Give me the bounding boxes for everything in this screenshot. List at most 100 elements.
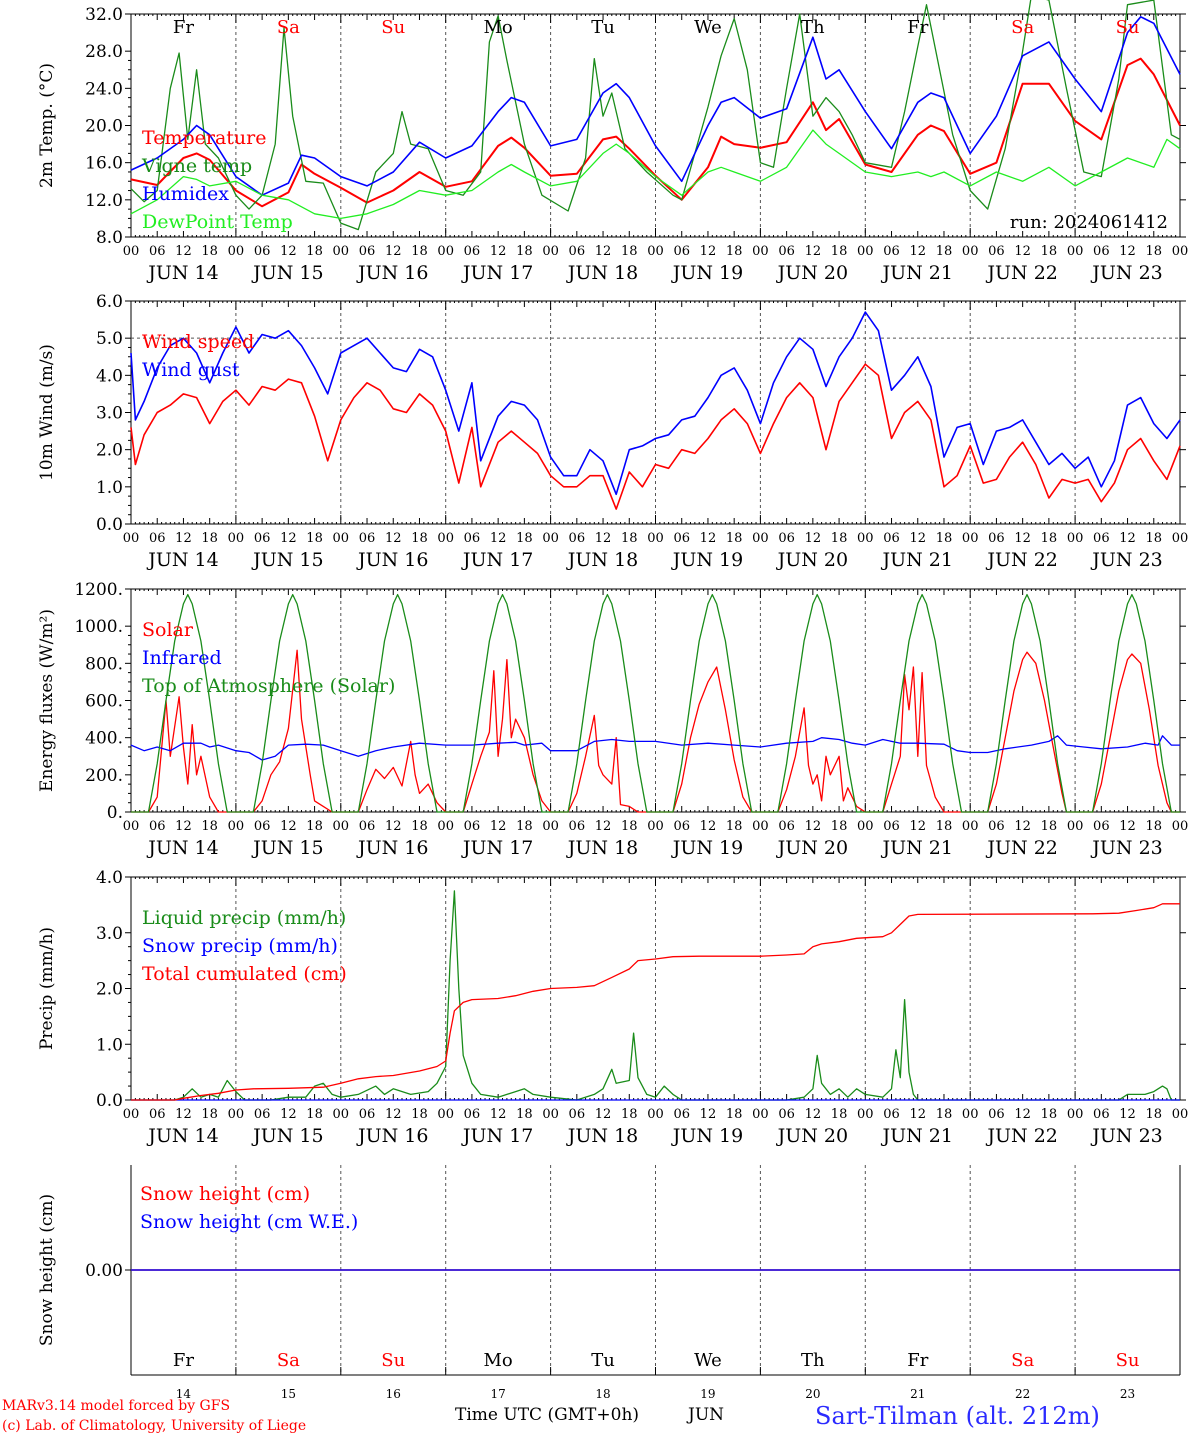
hour-tick-label: 12 xyxy=(280,531,297,546)
date-label: JUN 16 xyxy=(356,837,428,859)
legend-entry: Wind gust xyxy=(142,359,240,381)
date-label: JUN 15 xyxy=(251,837,323,859)
weekday-label: Sa xyxy=(1011,17,1034,38)
weekday-label: Fr xyxy=(907,1350,928,1371)
hour-tick-label: 18 xyxy=(726,1107,743,1122)
hour-tick-label: 12 xyxy=(700,1107,717,1122)
weekday-label: Su xyxy=(1116,17,1140,38)
date-label: JUN 16 xyxy=(356,1125,428,1147)
weekday-label: We xyxy=(694,1350,722,1371)
date-label: JUN 16 xyxy=(356,549,428,571)
hour-tick-label: 06 xyxy=(149,1107,166,1122)
hour-tick-label: 00 xyxy=(542,1107,559,1122)
hour-tick-label: 06 xyxy=(464,531,481,546)
copyright-credit: (c) Lab. of Climatology, University of L… xyxy=(2,1418,307,1434)
hour-tick-label: 06 xyxy=(149,244,166,259)
hour-tick-label: 00 xyxy=(752,531,769,546)
date-label: JUN 23 xyxy=(1090,837,1162,859)
hour-tick-label: 18 xyxy=(621,531,638,546)
hour-tick-label: 18 xyxy=(411,531,428,546)
hour-tick-label: 00 xyxy=(1172,819,1189,834)
day-number-label: 20 xyxy=(805,1387,820,1401)
legend-entry: Snow precip (mm/h) xyxy=(142,935,338,957)
y-tick-label: 2.0 xyxy=(96,980,123,1000)
hour-tick-label: 12 xyxy=(1119,531,1136,546)
hour-tick-label: 00 xyxy=(1172,1107,1189,1122)
hour-tick-label: 06 xyxy=(569,531,586,546)
hour-tick-label: 12 xyxy=(1119,244,1136,259)
y-tick-label: 3.0 xyxy=(96,404,123,424)
date-label: JUN 20 xyxy=(776,837,848,859)
series-line-liquid-precip-mm-h- xyxy=(131,890,1180,1101)
series-line-total-cumulated-cm- xyxy=(131,903,1180,1101)
hour-tick-label: 18 xyxy=(1041,244,1058,259)
hour-tick-label: 06 xyxy=(778,244,795,259)
series-line-temperature xyxy=(130,57,1181,208)
date-label: JUN 22 xyxy=(985,1125,1057,1147)
weekday-label: Su xyxy=(1116,1350,1140,1371)
legend-entry: Snow height (cm W.E.) xyxy=(140,1211,358,1233)
hour-tick-label: 00 xyxy=(123,244,140,259)
hour-tick-label: 06 xyxy=(359,1107,376,1122)
y-axis-title: 2m Temp. (°C) xyxy=(37,63,57,188)
weekday-label: Sa xyxy=(277,17,300,38)
hour-tick-label: 00 xyxy=(1172,244,1189,259)
y-tick-label: 4.0 xyxy=(96,366,123,386)
hour-tick-label: 06 xyxy=(883,819,900,834)
hour-tick-label: 18 xyxy=(1146,244,1163,259)
day-number-label: 15 xyxy=(281,1387,296,1401)
hour-tick-label: 06 xyxy=(569,819,586,834)
weekday-label: Fr xyxy=(173,17,194,38)
hour-tick-label: 00 xyxy=(123,1107,140,1122)
weekday-label: Tu xyxy=(591,1350,615,1371)
weekday-label: Su xyxy=(381,17,405,38)
hour-tick-label: 12 xyxy=(1014,1107,1031,1122)
hour-tick-label: 06 xyxy=(778,531,795,546)
hour-tick-label: 12 xyxy=(1014,819,1031,834)
hour-tick-label: 18 xyxy=(201,531,218,546)
legend-entry: Solar xyxy=(142,619,194,641)
hour-tick-label: 12 xyxy=(1119,819,1136,834)
y-tick-label: 12.0 xyxy=(85,191,123,211)
hour-tick-label: 12 xyxy=(385,819,402,834)
y-tick-label: 1200. xyxy=(74,580,123,600)
hour-tick-label: 00 xyxy=(123,819,140,834)
hour-tick-label: 06 xyxy=(883,1107,900,1122)
hour-tick-label: 00 xyxy=(752,244,769,259)
hour-tick-label: 18 xyxy=(936,1107,953,1122)
y-axis-title: Snow height (cm) xyxy=(37,1194,57,1346)
hour-tick-label: 00 xyxy=(647,531,664,546)
y-tick-label: 0.00 xyxy=(85,1261,123,1281)
date-label: JUN 18 xyxy=(566,1125,638,1147)
day-number-label: 22 xyxy=(1015,1387,1030,1401)
hour-tick-label: 12 xyxy=(490,1107,507,1122)
hour-tick-label: 06 xyxy=(254,819,271,834)
series-line-humidex xyxy=(130,15,1181,196)
series-line-infrared xyxy=(130,735,1180,761)
hour-tick-label: 12 xyxy=(805,531,822,546)
hour-tick-label: 00 xyxy=(752,819,769,834)
hour-tick-label: 06 xyxy=(673,244,690,259)
hour-tick-label: 00 xyxy=(542,819,559,834)
hour-tick-label: 06 xyxy=(988,531,1005,546)
day-number-label: 19 xyxy=(700,1387,715,1401)
date-label: JUN 14 xyxy=(146,549,218,571)
legend-entry: Temperature xyxy=(142,127,266,149)
panel-1 xyxy=(125,0,1186,238)
hour-tick-label: 00 xyxy=(333,531,350,546)
legend-entry: Liquid precip (mm/h) xyxy=(142,907,346,929)
hour-tick-label: 06 xyxy=(254,1107,271,1122)
y-tick-label: 6.0 xyxy=(96,292,123,312)
hour-tick-label: 00 xyxy=(228,1107,245,1122)
hour-tick-label: 12 xyxy=(280,819,297,834)
hour-tick-label: 06 xyxy=(778,819,795,834)
hour-tick-label: 18 xyxy=(411,244,428,259)
legend-entry: DewPoint Temp xyxy=(142,211,293,233)
x-axis-title: Time UTC (GMT+0h) xyxy=(455,1405,640,1425)
hour-tick-label: 18 xyxy=(936,531,953,546)
date-label: JUN 20 xyxy=(776,1125,848,1147)
hour-tick-label: 00 xyxy=(542,531,559,546)
hour-tick-label: 18 xyxy=(411,1107,428,1122)
hour-tick-label: 12 xyxy=(490,244,507,259)
date-label: JUN 15 xyxy=(251,549,323,571)
